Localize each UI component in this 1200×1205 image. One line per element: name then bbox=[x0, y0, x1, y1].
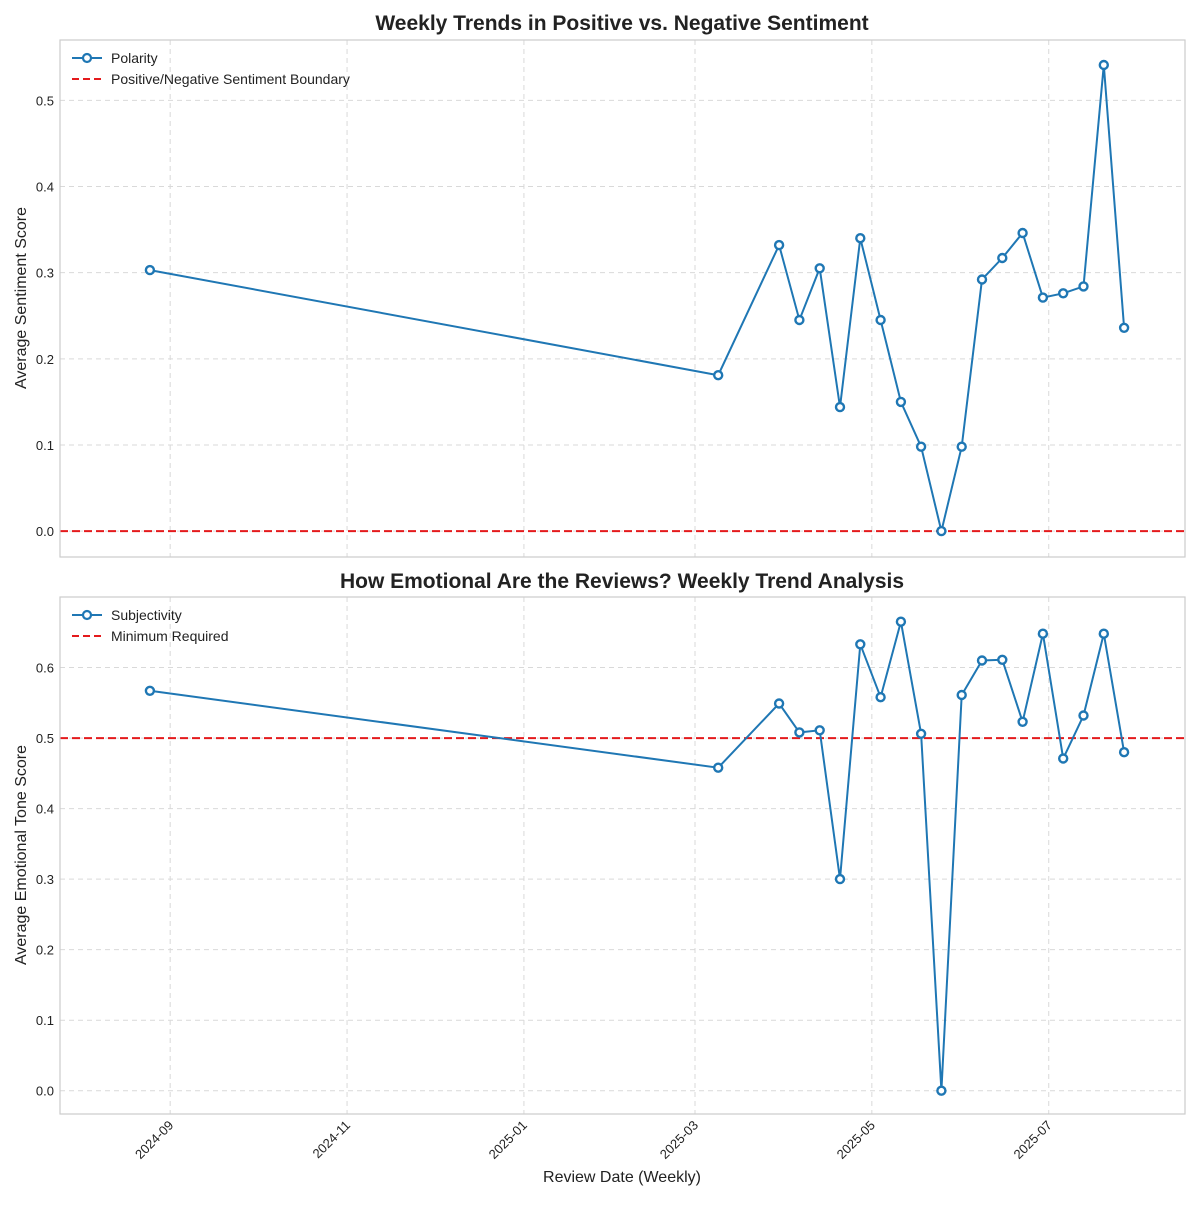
y-axis-label: Average Emotional Tone Score bbox=[13, 745, 30, 965]
y-tick-label: 0.4 bbox=[36, 802, 54, 817]
data-point bbox=[1078, 281, 1089, 292]
legend-marker-icon bbox=[81, 609, 93, 621]
y-tick-label: 0.2 bbox=[36, 352, 54, 367]
data-point bbox=[875, 314, 886, 326]
y-tick-label: 0.0 bbox=[36, 1084, 54, 1099]
plot-frame bbox=[59, 39, 1186, 558]
legend-marker-icon bbox=[81, 52, 93, 64]
legend-reference-label: Positive/Negative Sentiment Boundary bbox=[111, 71, 350, 87]
data-point bbox=[1118, 747, 1130, 758]
legend-series-label: Subjectivity bbox=[111, 607, 182, 623]
data-point bbox=[1118, 322, 1130, 333]
data-point bbox=[814, 725, 825, 736]
y-tick-label: 0.0 bbox=[36, 524, 54, 539]
data-point bbox=[936, 525, 947, 537]
data-point bbox=[855, 232, 866, 244]
polarity-panel: Weekly Trends in Positive vs. Negative S… bbox=[13, 12, 1186, 558]
legend: Subjectivity Minimum Required bbox=[72, 607, 228, 644]
y-tick-label: 0.1 bbox=[36, 438, 54, 453]
data-point bbox=[773, 239, 785, 251]
data-point bbox=[1017, 716, 1028, 727]
data-points bbox=[144, 59, 1130, 537]
grid bbox=[60, 597, 1185, 1114]
data-point bbox=[956, 441, 967, 452]
legend-reference-label: Minimum Required bbox=[111, 628, 228, 644]
data-point bbox=[834, 401, 846, 413]
data-point bbox=[915, 441, 927, 452]
y-tick-label: 0.3 bbox=[36, 872, 54, 887]
data-point bbox=[773, 698, 785, 709]
data-point bbox=[855, 639, 866, 650]
data-points bbox=[144, 616, 1130, 1096]
data-point bbox=[834, 873, 846, 885]
y-axis-label: Average Sentiment Score bbox=[13, 207, 30, 389]
data-point bbox=[976, 655, 988, 666]
data-point bbox=[956, 689, 967, 701]
data-point bbox=[794, 314, 805, 326]
y-tick-labels: 0.0 0.1 0.2 0.3 0.4 0.5 0.6 bbox=[36, 661, 54, 1099]
legend: Polarity Positive/Negative Sentiment Bou… bbox=[72, 50, 350, 87]
y-tick-label: 0.3 bbox=[36, 266, 54, 281]
data-point bbox=[895, 396, 907, 408]
y-tick-label: 0.6 bbox=[36, 661, 54, 676]
data-point bbox=[915, 728, 927, 739]
x-axis-label: Review Date (Weekly) bbox=[543, 1169, 701, 1186]
data-point bbox=[1057, 753, 1069, 764]
data-point bbox=[875, 692, 886, 703]
data-point bbox=[1098, 59, 1110, 71]
data-point bbox=[814, 263, 825, 274]
data-point bbox=[713, 370, 724, 381]
y-tick-label: 0.2 bbox=[36, 943, 54, 958]
legend-series-label: Polarity bbox=[111, 50, 158, 66]
data-point bbox=[713, 762, 724, 773]
data-point bbox=[1057, 288, 1069, 299]
data-point bbox=[1098, 628, 1110, 639]
data-point bbox=[144, 685, 156, 696]
y-tick-label: 0.4 bbox=[36, 179, 54, 194]
data-point bbox=[976, 274, 988, 285]
chart-title: How Emotional Are the Reviews? Weekly Tr… bbox=[340, 570, 904, 593]
data-point bbox=[997, 654, 1008, 665]
chart-title: Weekly Trends in Positive vs. Negative S… bbox=[375, 12, 868, 35]
data-point bbox=[936, 1085, 947, 1096]
data-point bbox=[794, 727, 805, 738]
data-point bbox=[1037, 628, 1049, 639]
data-point bbox=[997, 252, 1008, 264]
data-point bbox=[1037, 292, 1049, 303]
data-point bbox=[1017, 227, 1028, 239]
y-tick-label: 0.5 bbox=[36, 731, 54, 746]
y-tick-label: 0.5 bbox=[36, 93, 54, 108]
data-point bbox=[1078, 710, 1089, 721]
data-point bbox=[144, 264, 156, 276]
y-tick-labels: 0.0 0.1 0.2 0.3 0.4 0.5 bbox=[36, 93, 54, 539]
plot-frame bbox=[59, 596, 1186, 1115]
data-point bbox=[895, 616, 907, 627]
y-tick-label: 0.1 bbox=[36, 1013, 54, 1028]
